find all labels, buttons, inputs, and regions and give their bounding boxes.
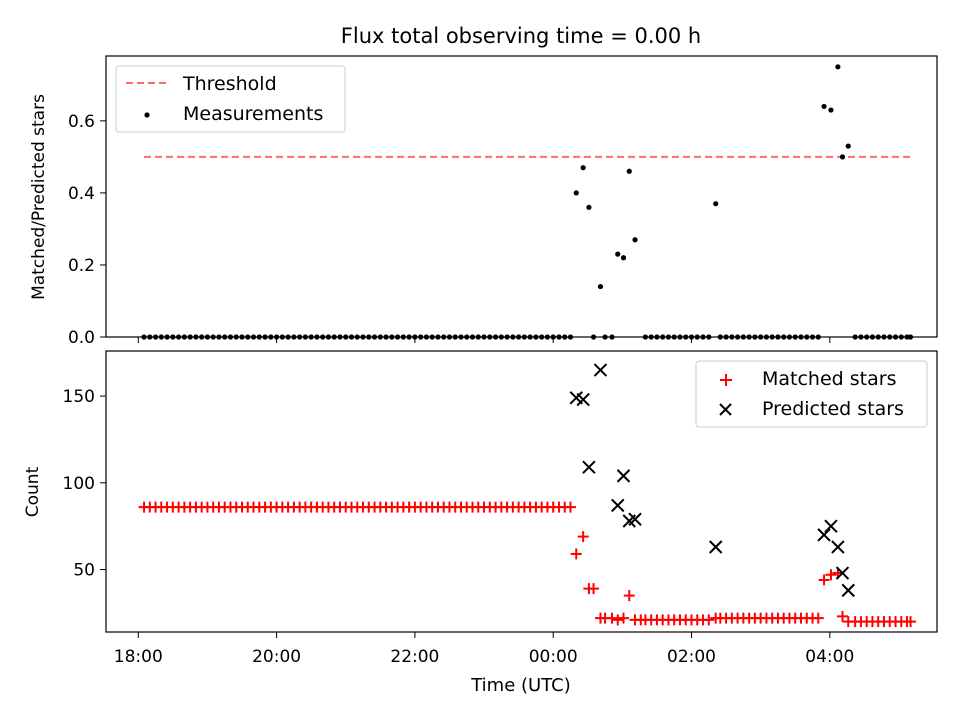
x-tick-label: 04:00 — [805, 647, 854, 667]
measurement-point — [821, 103, 827, 110]
measurement-point — [586, 204, 592, 210]
matched-star-point — [606, 612, 618, 624]
top-y-tick-label: 0.2 — [68, 256, 95, 276]
matched-star-point — [570, 548, 582, 560]
legend-predicted-label: Predicted stars — [762, 398, 904, 420]
predicted-star-point — [835, 566, 850, 580]
measurement-point — [573, 190, 579, 196]
measurement-point — [713, 201, 719, 207]
matched-star-point — [588, 583, 600, 595]
bottom-plot-area — [138, 363, 916, 628]
legend-predicted-swatch — [719, 403, 732, 416]
matched-star-point — [703, 614, 715, 626]
measurement-point — [828, 107, 834, 113]
predicted-star-point — [841, 583, 855, 598]
bottom-y-tick-label: 50 — [73, 561, 95, 581]
x-tick-label: 20:00 — [252, 647, 301, 667]
measurement-point — [835, 64, 841, 70]
predicted-star-point — [709, 540, 723, 554]
legend-threshold-label: Threshold — [182, 73, 277, 95]
bottom-legend: Matched stars Predicted stars — [695, 360, 928, 428]
legend-measurements-swatch — [144, 112, 150, 118]
x-tick-label: 22:00 — [390, 647, 439, 667]
predicted-star-point — [824, 519, 838, 533]
top-y-tick-label: 0.0 — [68, 328, 95, 348]
top-y-tick-label: 0.6 — [68, 112, 95, 132]
top-y-tick-label: 0.4 — [68, 184, 95, 204]
matched-star-point — [564, 501, 576, 513]
legend-matched-label: Matched stars — [762, 368, 896, 390]
predicted-star-point — [817, 528, 831, 542]
measurement-point — [620, 255, 627, 261]
measurement-point — [580, 165, 586, 171]
predicted-star-point — [616, 469, 631, 483]
matched-star-point — [577, 531, 589, 543]
x-tick-label: 02:00 — [667, 647, 716, 667]
x-axis-label: Time (UTC) — [470, 675, 571, 696]
top-chart-title: Flux total observing time = 0.00 h — [341, 24, 701, 48]
matched-star-point — [825, 569, 837, 581]
measurement-point — [626, 168, 632, 174]
predicted-star-point — [593, 363, 608, 377]
top-legend: Threshold Measurements — [115, 65, 346, 133]
bottom-axes-frame — [105, 350, 938, 633]
bottom-y-axis-label: Count — [23, 466, 43, 517]
matched-star-point — [812, 612, 824, 624]
matched-star-point — [618, 612, 630, 624]
top-axes-frame — [105, 55, 938, 338]
measurement-point — [615, 251, 621, 257]
matched-star-point — [612, 614, 624, 626]
predicted-star-point — [582, 460, 596, 474]
measurement-point — [839, 154, 846, 160]
measurement-point — [845, 143, 851, 149]
x-tick-label: 18:00 — [114, 647, 163, 667]
predicted-star-point — [576, 392, 590, 407]
matched-star-point — [836, 610, 848, 622]
measurement-point — [632, 237, 638, 243]
x-tick-label: 00:00 — [529, 647, 578, 667]
predicted-star-point — [611, 498, 625, 513]
top-legend-box — [115, 65, 346, 133]
matched-star-point — [904, 616, 916, 628]
measurement-point — [597, 283, 604, 290]
legend-matched-swatch — [720, 374, 732, 386]
legend-measurements-label: Measurements — [183, 103, 323, 125]
bottom-y-tick-label: 100 — [63, 474, 95, 494]
matched-star-point — [623, 590, 635, 602]
predicted-star-point — [628, 512, 642, 526]
top-y-axis-label: Matched/Predicted stars — [29, 94, 49, 300]
matched-star-point — [818, 574, 830, 586]
bottom-y-tick-label: 150 — [63, 387, 95, 407]
predicted-star-point — [831, 540, 845, 554]
bottom-legend-box — [695, 360, 928, 428]
